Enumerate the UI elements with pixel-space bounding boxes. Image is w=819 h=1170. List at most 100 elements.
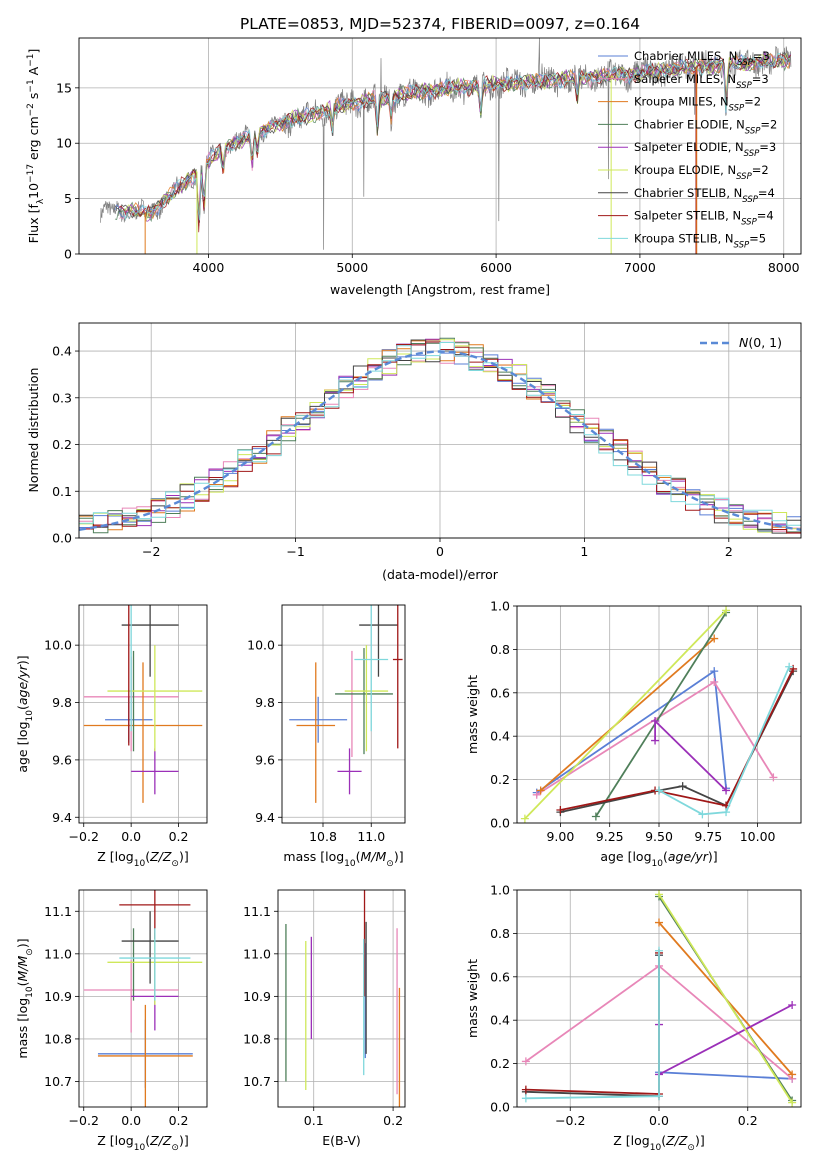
weight-marker [710, 667, 719, 676]
plot-area [100, 38, 792, 254]
y-tick-label: 0 [64, 247, 72, 262]
axes-frame [78, 37, 802, 255]
axes-frame [277, 889, 406, 1108]
weight-line [524, 609, 727, 820]
x-tick-label: 4000 [193, 260, 225, 275]
x-axis-label: mass [log10(M/M⊙)] [283, 849, 403, 869]
x-tick-label: 8000 [768, 260, 800, 275]
chart-spectrum: 4000 5000 6000 7000 8000 0 5 10 15 Chabrier MILES… [26, 37, 802, 297]
weight-marker [655, 890, 663, 899]
weight-marker [722, 606, 731, 615]
weight-marker [532, 790, 541, 799]
weight-marker [536, 786, 545, 795]
model-spectrum-line [114, 52, 791, 223]
legend-entry: Kroupa STELIB, NSSP=5 [634, 231, 766, 250]
legend-entry: Kroupa ELODIE, NSSP=2 [634, 163, 769, 182]
y-tick-label: 10.0 [247, 638, 275, 653]
plot-area [289, 605, 403, 803]
y-tick-label: 0.3 [52, 390, 72, 405]
chart-mass_vs_Z: −0.2 0.0 0.2 10.7 10.8 10.9 11.0 11.1 Z [log10(Z… [15, 889, 208, 1153]
weight-marker [710, 677, 719, 686]
x-tick-label: 0.0 [121, 1113, 141, 1128]
y-tick-label: 10.0 [44, 638, 72, 653]
x-tick-label: 7000 [624, 260, 656, 275]
x-axis-label: (data-model)/error [382, 567, 499, 582]
y-tick-label: 1.0 [490, 883, 510, 898]
x-tick-label: 6000 [480, 260, 512, 275]
chart-weight_vs_Z: −0.2 0.0 0.2 0.0 0.2 0.4 0.6 0.8 1.0 Z [log10(Z/Z… [465, 883, 802, 1153]
x-tick-label: 0.1 [304, 1113, 324, 1128]
plot-area [83, 605, 203, 803]
x-tick-label: −1 [286, 544, 304, 559]
y-tick-label: 0.8 [490, 642, 510, 657]
y-tick-label: 9.6 [52, 752, 72, 767]
x-axis-label: wavelength [Angstrom, rest frame] [330, 282, 550, 297]
y-tick-label: 9.8 [52, 695, 72, 710]
plot-area [521, 890, 797, 1107]
x-tick-label: 9.75 [694, 829, 722, 844]
y-tick-label: 11.0 [243, 946, 271, 961]
y-tick-label: 5 [64, 191, 72, 206]
weight-marker [521, 1085, 530, 1094]
x-tick-label: 10.00 [740, 829, 776, 844]
x-tick-label: 9.25 [596, 829, 624, 844]
plot-area [79, 337, 801, 538]
weight-line [560, 668, 794, 811]
y-tick-label: 15 [56, 80, 72, 95]
x-tick-label: 2 [725, 544, 733, 559]
y-tick-label: 0.4 [490, 729, 510, 744]
x-tick-label: 0.2 [383, 1113, 403, 1128]
x-axis-label: E(B-V) [322, 1133, 361, 1148]
x-tick-label: 9.50 [645, 829, 673, 844]
legend-entry: Salpeter STELIB, NSSP=4 [634, 209, 774, 228]
x-tick-label: 0.2 [169, 1113, 189, 1128]
legend-entry: Salpeter MILES, NSSP=3 [634, 72, 769, 91]
y-tick-label: 0.6 [490, 969, 510, 984]
axes-frame [281, 604, 406, 824]
y-tick-label: 10.7 [44, 1074, 72, 1089]
x-tick-label: −0.2 [69, 829, 99, 844]
y-axis-label: mass weight [465, 959, 480, 1038]
y-tick-label: 9.4 [255, 810, 275, 825]
y-tick-label: 10.9 [243, 989, 271, 1004]
axes-frame [78, 889, 208, 1108]
x-tick-label: 0.2 [738, 1113, 758, 1128]
axes-frame [516, 605, 802, 824]
weight-line [654, 718, 727, 792]
weight-line [595, 612, 727, 817]
normal-curve [79, 350, 801, 531]
y-axis-label: Flux [fλ10−17 erg cm−2 s−1 A−1] [26, 49, 46, 244]
weight-marker [521, 1057, 530, 1066]
plot-area [285, 890, 401, 1107]
legend-entry: Chabrier MILES, NSSP=3 [634, 49, 770, 68]
axes-frame [516, 889, 802, 1108]
y-tick-label: 9.4 [52, 810, 72, 825]
y-tick-label: 9.6 [255, 752, 275, 767]
weight-line [525, 955, 660, 1098]
axes-frame [78, 604, 208, 824]
y-tick-label: 0.6 [490, 685, 510, 700]
y-tick-label: 1.0 [490, 599, 510, 614]
axes-frame [78, 322, 802, 539]
model-spectrum-line [123, 53, 791, 220]
residual-histogram [79, 342, 801, 538]
x-tick-label: −2 [142, 544, 160, 559]
y-axis-label: mass [log10(M/M⊙)] [15, 938, 35, 1058]
y-tick-label: 10.8 [243, 1031, 271, 1046]
y-tick-label: 0.8 [490, 926, 510, 941]
weight-marker [722, 808, 731, 817]
weight-marker [655, 786, 663, 795]
weight-marker [710, 634, 719, 643]
weight-line [658, 666, 791, 816]
weight-marker [788, 1001, 797, 1010]
weight-marker [722, 786, 731, 795]
y-tick-label: 11.1 [243, 904, 271, 919]
weight-line [525, 950, 660, 1100]
weight-line [658, 955, 793, 1080]
x-axis-label: Z [log10(Z/Z⊙)] [97, 849, 188, 869]
y-tick-label: 0.4 [490, 1013, 510, 1028]
y-tick-label: 0.1 [52, 484, 72, 499]
spectrum-legend: Chabrier MILES, NSSP=3 Salpeter MILES, NS… [598, 49, 777, 250]
weight-line [658, 1004, 793, 1076]
y-axis-label: age [log10(age/yr)] [15, 655, 35, 772]
